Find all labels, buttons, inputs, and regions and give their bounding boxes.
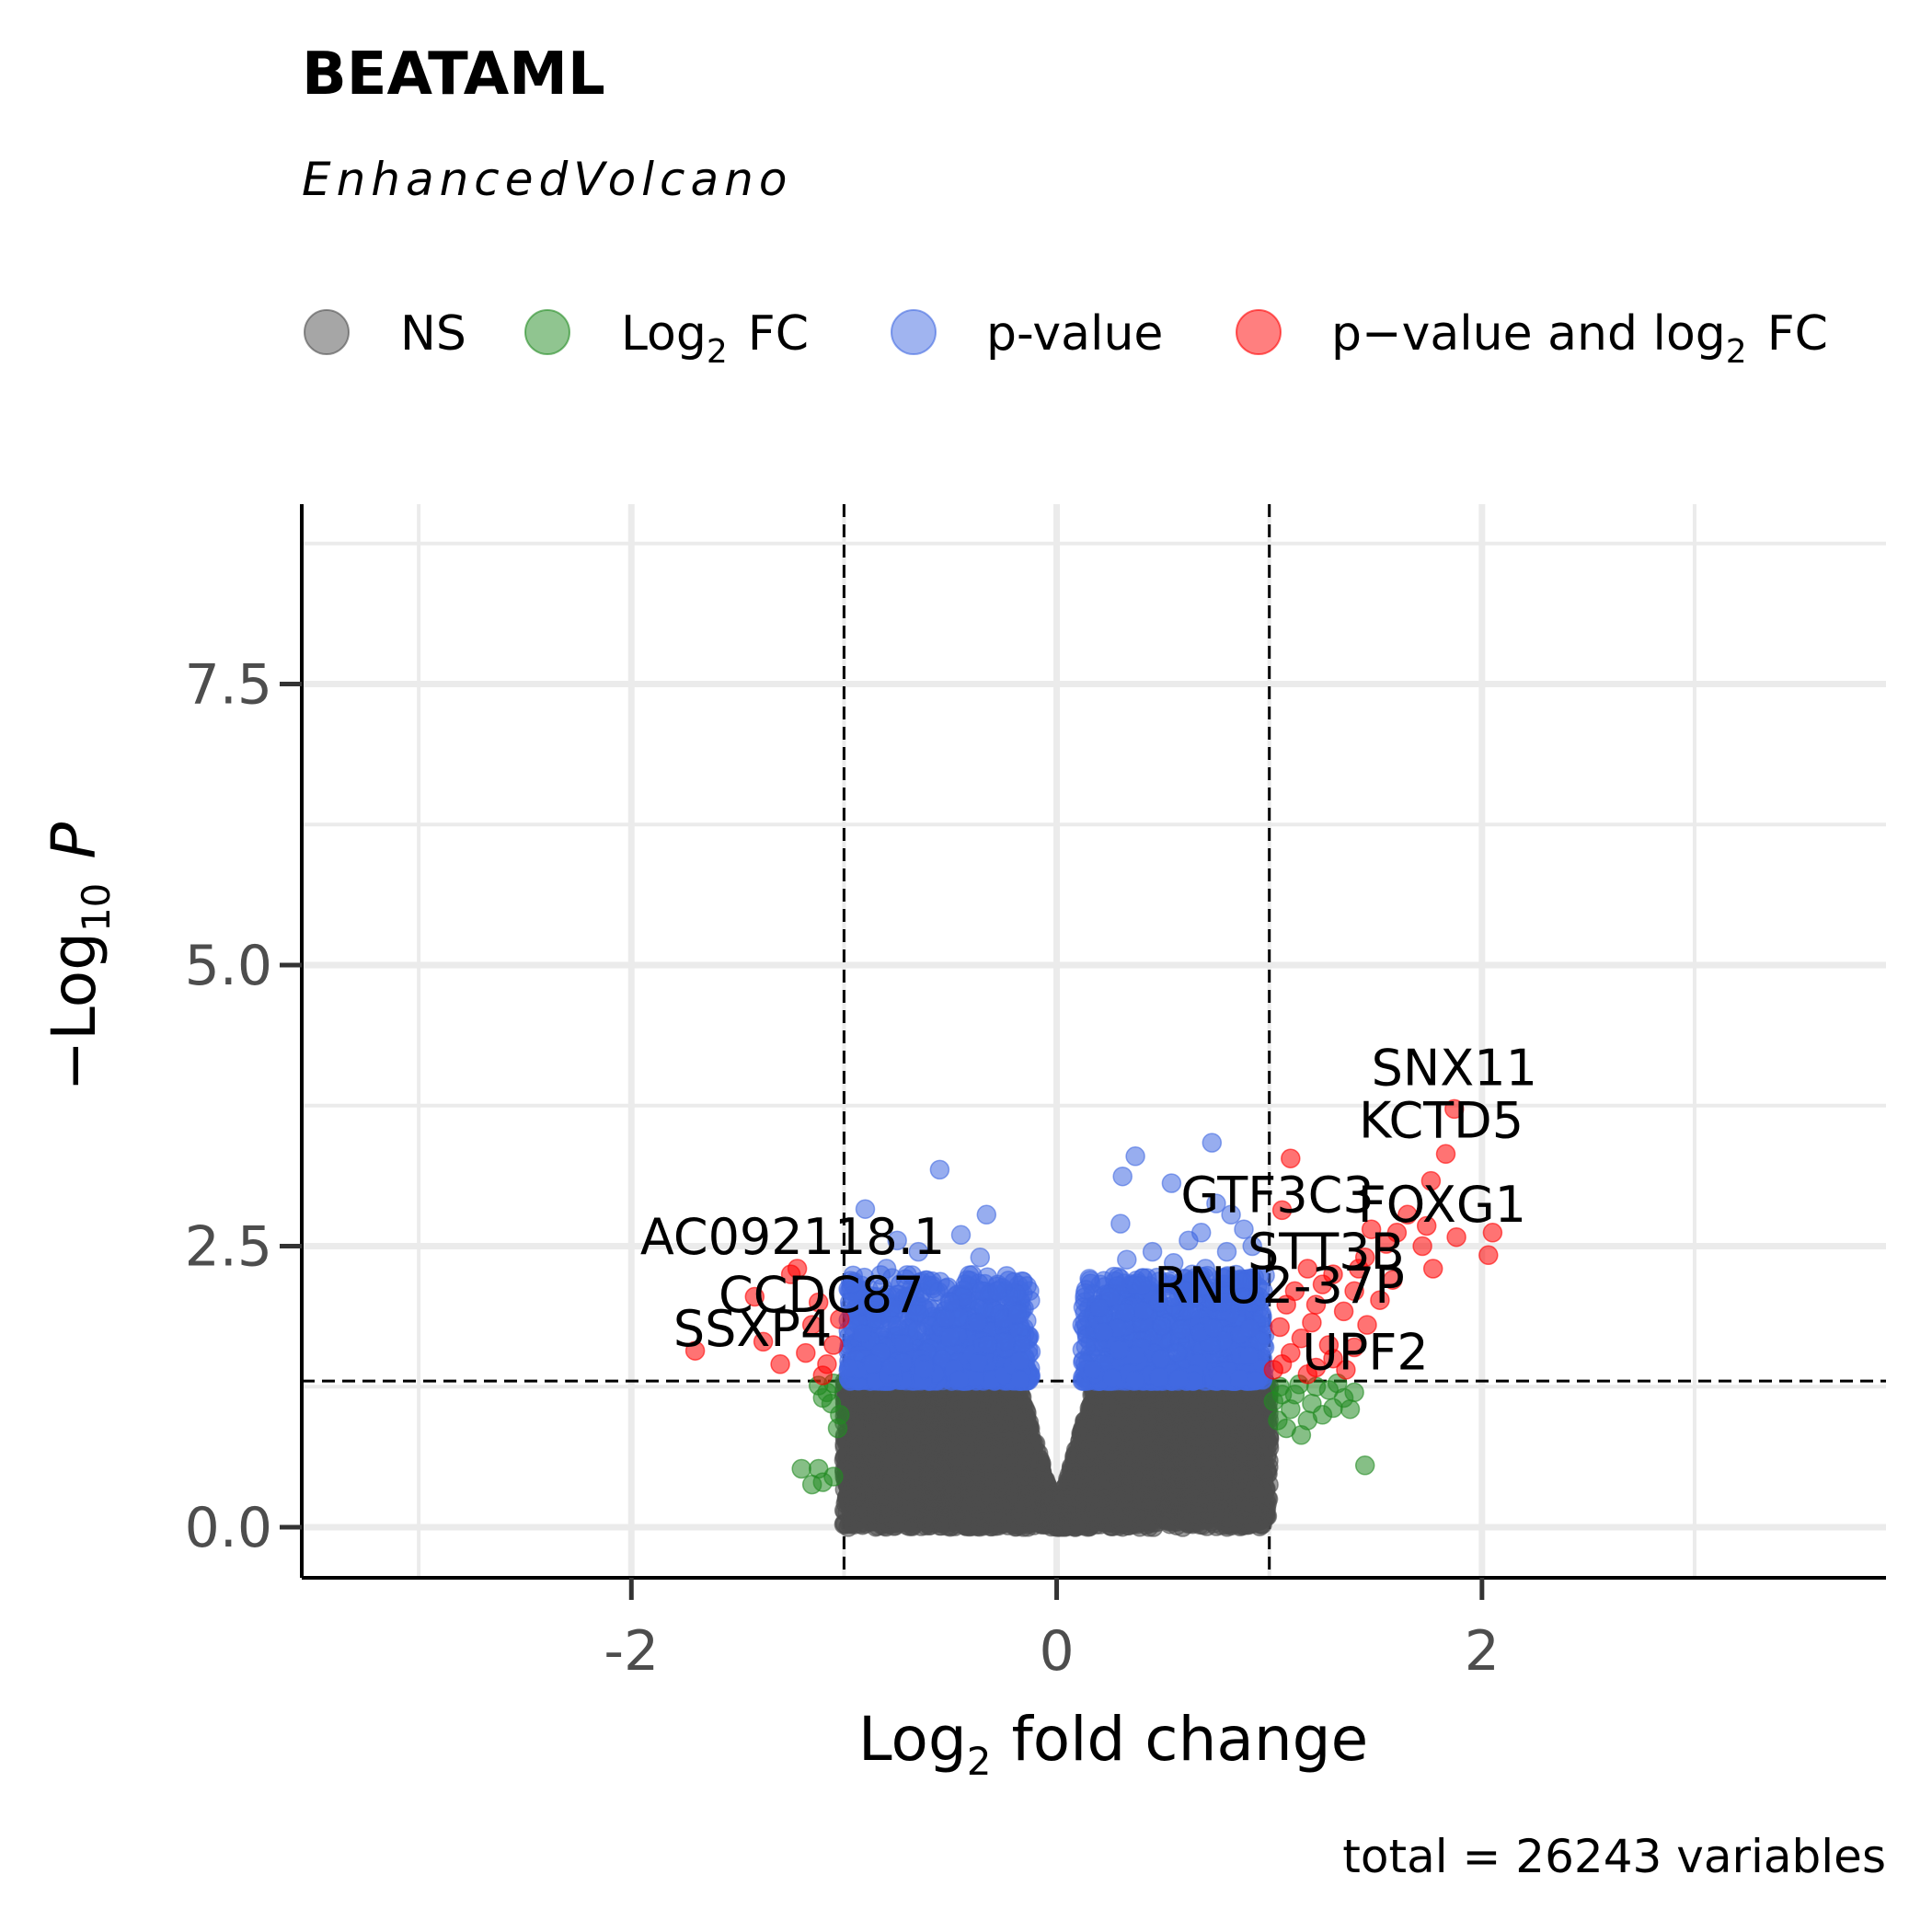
legend-label-ns: NS xyxy=(400,306,466,362)
legend-key-fc xyxy=(524,309,570,355)
legend-label-fc: Log2 FC xyxy=(621,306,809,371)
legend-key-pfc xyxy=(1236,309,1282,355)
legend: NS Log2 FC p-value p−value and log2 FC xyxy=(304,306,1828,371)
chart-subtitle: EnhancedVolcano xyxy=(302,153,792,206)
legend-label-p: p-value xyxy=(986,306,1163,362)
chart-title: BEATAML xyxy=(302,40,605,109)
legend-key-p xyxy=(891,309,937,355)
legend-label-pfc: p−value and log2 FC xyxy=(1331,306,1828,371)
legend-key-ns xyxy=(304,309,350,355)
plot-grid xyxy=(302,504,1886,1578)
